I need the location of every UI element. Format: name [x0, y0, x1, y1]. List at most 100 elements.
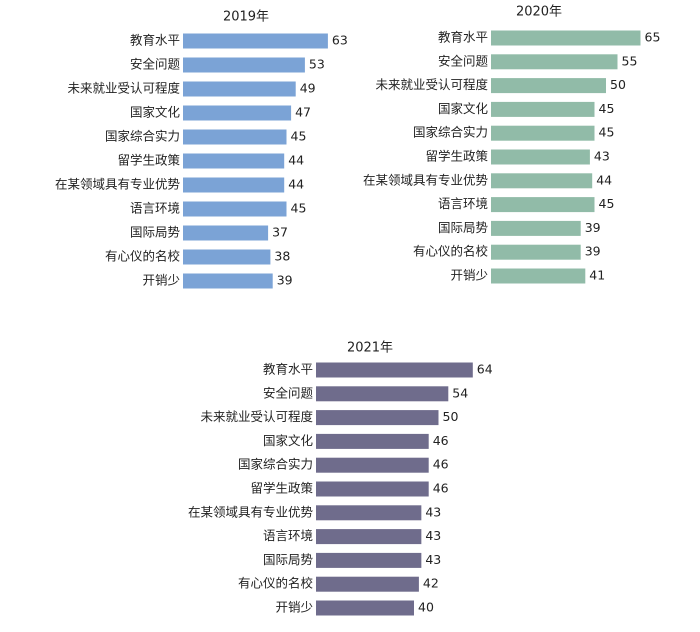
category-label-2021: 开销少: [275, 600, 313, 615]
bar-2019: [183, 249, 271, 265]
bar-2020: [491, 244, 581, 260]
bar-2019: [183, 33, 328, 49]
bar-2021: [316, 529, 422, 545]
data-label-2021: 43: [425, 528, 441, 543]
category-label-2021: 在某领域具有专业优势: [188, 504, 314, 519]
bar-2019: [183, 81, 296, 97]
category-label-2021: 国家文化: [263, 433, 314, 448]
bar-2020: [491, 197, 595, 213]
data-label-2021: 50: [443, 409, 459, 424]
data-label-2020: 39: [585, 244, 601, 259]
bar-2019: [183, 57, 305, 73]
bar-2020: [491, 78, 606, 94]
category-label-2020: 教育水平: [438, 30, 488, 45]
category-label-2019: 在某领域具有专业优势: [55, 177, 181, 192]
data-label-2021: 54: [452, 385, 468, 400]
data-label-2020: 45: [599, 196, 615, 211]
category-label-2019: 安全问题: [130, 57, 181, 72]
category-label-2019: 教育水平: [130, 33, 180, 48]
data-label-2020: 55: [622, 53, 638, 68]
bar-2021: [316, 481, 429, 497]
category-label-2020: 留学生政策: [425, 149, 488, 164]
category-label-2021: 安全问题: [263, 385, 314, 400]
category-label-2019: 有心仪的名校: [105, 249, 181, 264]
data-label-2021: 46: [433, 457, 449, 472]
bar-2021: [316, 576, 419, 592]
bar-2021: [316, 552, 422, 568]
bar-2021: [316, 505, 422, 521]
data-label-2019: 38: [274, 249, 290, 264]
data-label-2019: 63: [332, 33, 348, 48]
data-label-2019: 37: [272, 225, 288, 240]
data-label-2019: 45: [291, 129, 307, 144]
bar-2019: [183, 273, 273, 289]
category-label-2021: 教育水平: [263, 362, 313, 377]
chart-title-2021: 2021年: [347, 341, 393, 356]
category-label-2019: 语言环境: [130, 201, 180, 216]
data-label-2019: 39: [277, 273, 293, 288]
category-label-2021: 留学生政策: [250, 481, 313, 496]
data-label-2020: 41: [589, 268, 605, 283]
data-label-2019: 47: [295, 105, 311, 120]
bar-2020: [491, 149, 590, 165]
bar-2019: [183, 177, 285, 193]
bar-2021: [316, 433, 429, 449]
data-label-2021: 40: [418, 600, 434, 615]
bar-2019: [183, 153, 285, 169]
bar-2020: [491, 54, 618, 70]
data-label-2019: 44: [288, 153, 304, 168]
bar-2020: [491, 101, 595, 117]
category-label-2020: 在某领域具有专业优势: [363, 172, 489, 187]
bar-2021: [316, 457, 429, 473]
bar-2019: [183, 225, 269, 241]
category-label-2020: 国家文化: [438, 101, 489, 116]
category-label-2020: 未来就业受认可程度: [375, 77, 488, 92]
bar-2020: [491, 173, 593, 189]
data-label-2019: 53: [309, 57, 325, 72]
bar-2021: [316, 600, 414, 616]
data-label-2021: 42: [423, 576, 439, 591]
data-label-2021: 43: [425, 552, 441, 567]
category-label-2020: 国家综合实力: [413, 125, 488, 140]
category-label-2019: 开销少: [142, 273, 180, 288]
category-label-2021: 国际局势: [263, 552, 314, 567]
bar-2020: [491, 220, 581, 236]
data-label-2020: 44: [596, 172, 612, 187]
chart-title-2019: 2019年: [223, 10, 269, 25]
bar-2020: [491, 30, 641, 46]
data-label-2020: 39: [585, 220, 601, 235]
data-label-2020: 45: [599, 101, 615, 116]
data-label-2019: 44: [288, 177, 304, 192]
data-label-2021: 46: [433, 481, 449, 496]
bar-2020: [491, 125, 595, 141]
category-label-2021: 语言环境: [263, 528, 313, 543]
category-label-2021: 有心仪的名校: [238, 576, 314, 591]
data-label-2021: 46: [433, 433, 449, 448]
data-label-2019: 45: [291, 201, 307, 216]
data-label-2020: 45: [599, 125, 615, 140]
data-label-2021: 64: [477, 362, 493, 377]
category-label-2020: 开销少: [450, 268, 488, 283]
category-label-2021: 未来就业受认可程度: [200, 409, 313, 424]
bar-2021: [316, 386, 449, 402]
category-label-2021: 国家综合实力: [238, 457, 313, 472]
category-label-2019: 国家综合实力: [105, 129, 180, 144]
category-label-2020: 国际局势: [438, 220, 489, 235]
bar-2021: [316, 362, 473, 378]
category-label-2020: 安全问题: [438, 53, 489, 68]
bar-2021: [316, 410, 439, 426]
category-label-2019: 未来就业受认可程度: [67, 81, 180, 96]
bar-2020: [491, 268, 586, 284]
bar-2019: [183, 129, 287, 145]
category-label-2020: 有心仪的名校: [413, 244, 489, 259]
category-label-2019: 留学生政策: [117, 153, 180, 168]
category-label-2019: 国家文化: [130, 105, 181, 120]
bar-2019: [183, 105, 292, 121]
chart-title-2020: 2020年: [516, 5, 562, 20]
category-label-2019: 国际局势: [130, 225, 181, 240]
data-label-2020: 50: [610, 77, 626, 92]
